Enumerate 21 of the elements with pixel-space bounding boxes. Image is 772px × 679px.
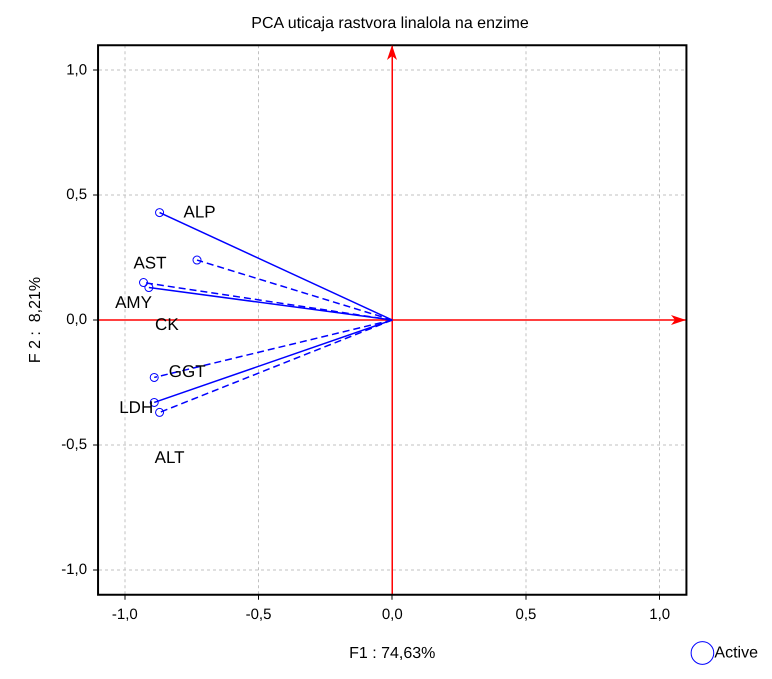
x-tick-label: -1,0: [112, 606, 138, 623]
annotation: ALP: [183, 202, 216, 222]
chart-title: PCA uticaja rastvora linalola na enzime: [251, 15, 529, 32]
y-tick-label: -1,0: [61, 560, 88, 578]
legend-label: Active: [714, 644, 758, 662]
annotation: GGT: [168, 362, 206, 382]
annotation: ALT: [154, 448, 185, 468]
x-tick-label: 0,5: [516, 606, 536, 623]
y-tick-label: 1,0: [66, 61, 88, 78]
annotation: AST: [133, 254, 167, 273]
y-tick-label: -0,5: [61, 436, 88, 454]
y-tick-label: 0,5: [66, 186, 88, 204]
x-tick-label: -0,5: [246, 606, 272, 623]
y-axis-title: F 2 : 8,21%: [27, 276, 44, 364]
annotation: LDH: [119, 398, 154, 418]
y-tick-label: 0,0: [66, 311, 88, 328]
x-tick-label: 1,0: [649, 606, 670, 623]
annotation: CK: [155, 315, 180, 334]
annotation: AMY: [115, 293, 152, 312]
x-axis-title: F1 : 74,63%: [349, 644, 436, 662]
x-tick-label: 0,0: [382, 606, 403, 623]
